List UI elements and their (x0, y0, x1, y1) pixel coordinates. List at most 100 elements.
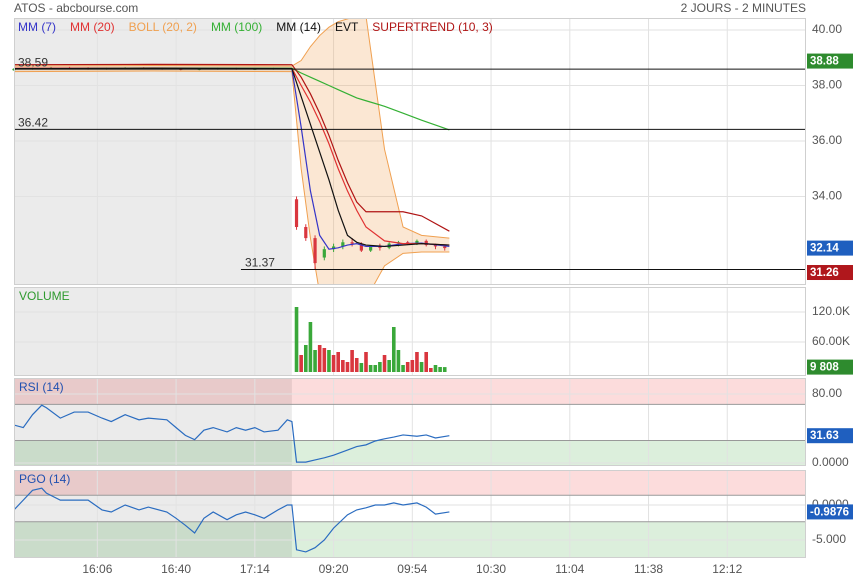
x-tick-label: 10:30 (476, 562, 506, 576)
volume-bar (433, 365, 438, 372)
value-tag-label: 38.88 (810, 56, 839, 68)
volume-bar (401, 365, 405, 372)
volume-bar (341, 360, 345, 372)
volume-bar (415, 352, 419, 372)
indicator-line (14, 67, 450, 250)
volume-bar (303, 345, 308, 372)
value-tag (807, 428, 853, 444)
y-tick-label: 34.00 (812, 189, 842, 203)
x-tick-label: 09:20 (319, 562, 349, 576)
volume-bar (364, 352, 368, 372)
indicator-line (14, 67, 450, 131)
legend-entry: MM (20) (70, 20, 115, 34)
x-tick-label: 17:14 (240, 562, 270, 576)
panel-title: RSI (14) (19, 380, 64, 394)
x-tick-label: 09:54 (397, 562, 427, 576)
volume-bar (294, 307, 299, 372)
band-lower (14, 70, 450, 285)
value-tag-label: 31.26 (810, 267, 839, 279)
volume-bar (359, 363, 364, 372)
volume-bar (322, 348, 327, 372)
overbought-zone (14, 378, 806, 405)
panel-frame (14, 287, 806, 376)
volume-bar (382, 355, 387, 372)
candle-body (433, 245, 438, 247)
volume-bar (368, 365, 373, 372)
y-tick-label: -5.000 (812, 532, 846, 546)
indicator-line (14, 487, 450, 553)
legend-entry: SUPERTREND (10, 3) (372, 20, 492, 34)
value-tag-label: 9 808 (810, 362, 839, 374)
volume-bar (336, 352, 341, 372)
panel: 80.00 0.0000 RSI (14) 31.63 (14, 378, 853, 469)
volume-bar (442, 367, 447, 372)
y-tick-label: 36.00 (812, 133, 842, 147)
y-tick-label: 0.0000 (812, 455, 849, 469)
y-tick-label: 80.00 (812, 386, 842, 400)
panel-frame (14, 470, 806, 558)
indicator-line (14, 404, 450, 463)
x-tick-label: 16:40 (161, 562, 191, 576)
level-label: 38.59 (18, 55, 48, 69)
candle-body (322, 249, 326, 258)
volume-bar (405, 362, 410, 372)
volume-bar (354, 358, 359, 372)
oversold-zone (14, 440, 806, 466)
y-tick-label: 38.00 (812, 78, 842, 92)
previous-session (14, 470, 292, 558)
volume-bar (419, 362, 424, 372)
period: 2 JOURS - 2 MINUTES (681, 1, 806, 15)
volume-bar (429, 368, 433, 372)
previous-session (14, 18, 292, 285)
candle-body (313, 238, 317, 264)
candle-body (424, 240, 428, 246)
legend-entry: MM (100) (211, 20, 262, 34)
volume-bar (424, 352, 429, 372)
volume-bar (373, 365, 378, 372)
value-tag (807, 359, 853, 375)
candle-body (304, 227, 308, 239)
legend-entry: MM (14) (276, 20, 321, 34)
volume-bar (378, 362, 382, 372)
candle-body (369, 246, 373, 251)
level-label: 31.37 (245, 256, 275, 270)
volume-bar (327, 350, 331, 372)
volume-bar (299, 355, 303, 372)
value-tag-label: 32.14 (810, 243, 839, 255)
candle-body (359, 243, 363, 251)
value-tag (807, 504, 853, 520)
value-tag-label: -0.9876 (810, 506, 849, 518)
legend-entry: MM (7) (18, 20, 56, 34)
y-tick-label: 120.0K (812, 304, 850, 318)
volume-bar (410, 360, 415, 372)
x-tick-label: 11:38 (634, 562, 663, 576)
value-tag (807, 265, 853, 281)
y-tick-label: 60.00K (812, 334, 850, 348)
previous-session (14, 378, 292, 466)
panel-title: PGO (14) (19, 472, 70, 486)
indicator-line (14, 67, 450, 246)
panel-frame (14, 378, 806, 466)
source: ATOS - abcbourse.com (14, 1, 138, 15)
candle-body (443, 246, 447, 249)
volume-bar (391, 327, 396, 372)
x-tick-label: 12:12 (712, 562, 742, 576)
panel: 120.0K 60.00K VOLUME 9 808 (14, 287, 853, 376)
volume-bar (317, 345, 322, 372)
volume-bar (308, 322, 313, 372)
volume-bar (396, 350, 401, 372)
x-tick-label: 11:04 (555, 562, 584, 576)
candle-body (350, 242, 354, 244)
volume-bar (313, 350, 317, 372)
volume-bar (331, 355, 336, 372)
legend-entry: BOLL (20, 2) (129, 20, 197, 34)
candle-body (341, 242, 345, 247)
previous-session (14, 287, 292, 376)
volume-bar (345, 362, 350, 372)
candle-body (331, 246, 336, 250)
candle-body (294, 199, 299, 228)
value-tag (807, 53, 853, 69)
panel: 40.00 38.00 36.00 34.00 MM (7) MM (20) BOLL (2… (12, 18, 853, 285)
